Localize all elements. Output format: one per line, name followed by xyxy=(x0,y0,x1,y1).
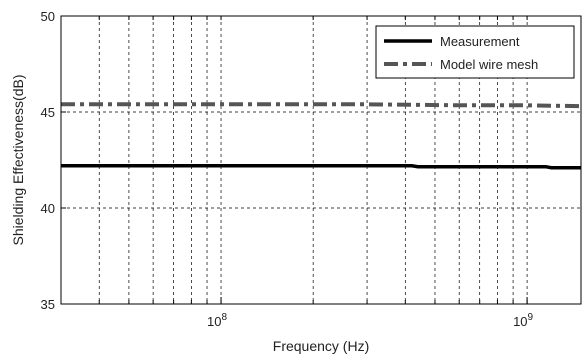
series-line-measurement xyxy=(61,164,581,170)
y-axis-label: Shielding Effectiveness(dB) xyxy=(10,75,26,246)
legend-label: Model wire mesh xyxy=(440,57,538,72)
x-axis-label: Frequency (Hz) xyxy=(273,338,369,354)
series-lines xyxy=(61,102,582,170)
y-tick-label: 50 xyxy=(41,9,55,24)
legend: Measurement Model wire mesh xyxy=(375,25,575,79)
legend-box xyxy=(375,25,575,79)
plot-frame xyxy=(60,15,582,305)
x-tick-label: 108 xyxy=(207,312,227,329)
y-tick-label: 45 xyxy=(41,105,55,120)
y-tick-label: 35 xyxy=(41,297,55,312)
y-tick-label: 40 xyxy=(41,201,55,216)
x-tick-label: 109 xyxy=(513,312,533,329)
legend-label: Measurement xyxy=(440,34,520,49)
axis-ticks: 35 40 45 50 108 109 xyxy=(41,9,534,329)
series-line-model-wire-mesh xyxy=(61,102,582,109)
grid-lines xyxy=(61,16,581,304)
